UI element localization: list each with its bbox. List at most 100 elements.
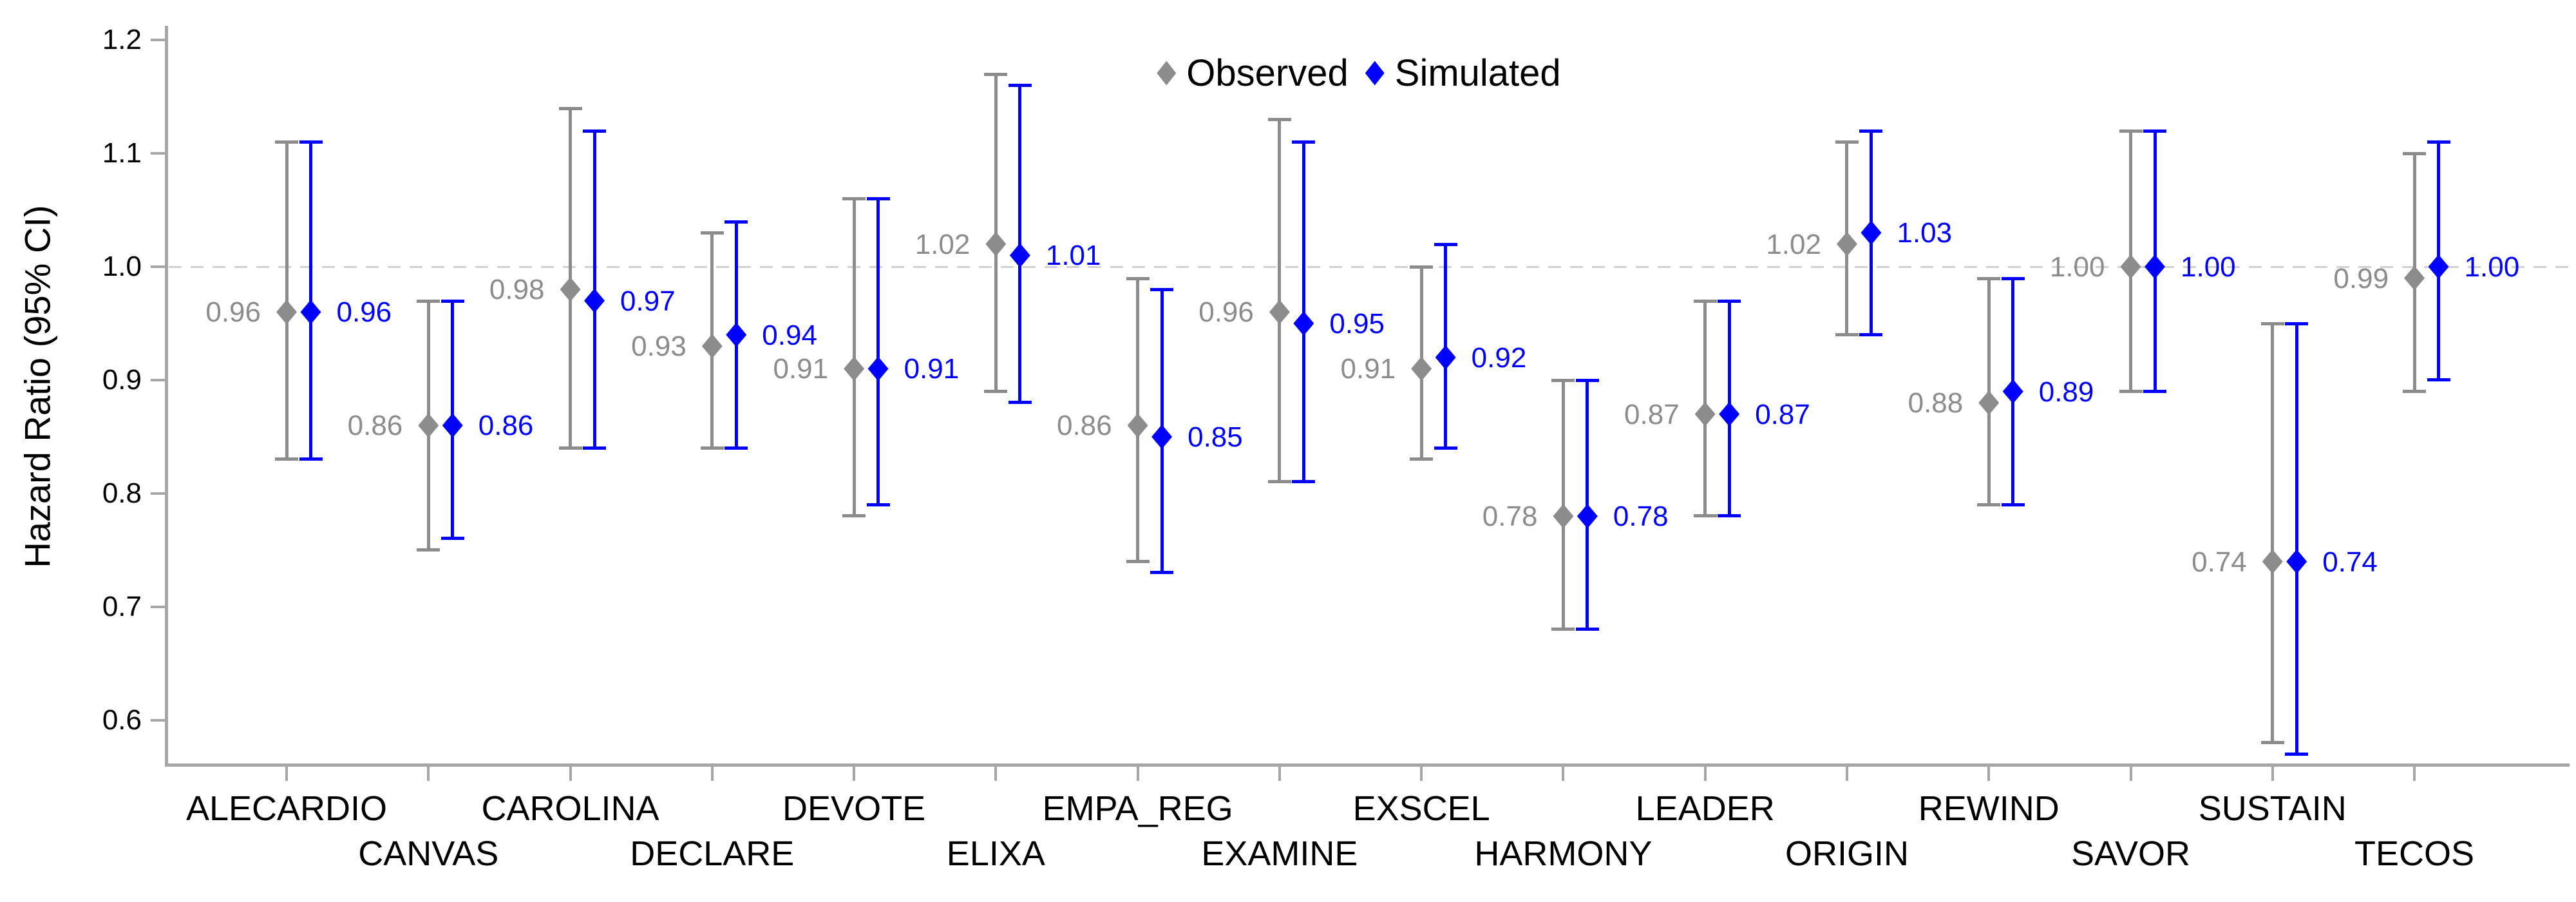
- observed-ci-bottom-cap: [417, 548, 440, 552]
- observed-marker-empa_reg: [1127, 413, 1148, 438]
- simulated-ci-bottom-cap: [1718, 514, 1741, 518]
- legend-item-observed: Observed: [1157, 52, 1349, 95]
- observed-marker-carolina: [560, 277, 581, 302]
- simulated-ci-top-cap: [1292, 140, 1316, 144]
- simulated-ci-top-cap: [440, 299, 464, 303]
- reference-line-hr-1: [169, 266, 2570, 268]
- x-category-label-elixa: ELIXA: [946, 834, 1045, 873]
- x-category-label-savor: SAVOR: [2070, 834, 2191, 873]
- observed-ci-bottom-cap: [1126, 559, 1150, 563]
- x-category-label-harmony: HARMONY: [1474, 834, 1653, 873]
- observed-value-label: 0.99: [2333, 262, 2389, 294]
- simulated-ci-top-cap: [724, 220, 748, 224]
- simulated-ci-top-cap: [583, 129, 607, 133]
- x-category-label-carolina: CAROLINA: [481, 789, 659, 828]
- x-tick: [569, 767, 572, 781]
- x-category-label-sustain: SUSTAIN: [2198, 789, 2347, 828]
- observed-ci-bottom-cap: [842, 514, 866, 518]
- simulated-value-label: 0.97: [620, 285, 676, 317]
- simulated-marker-exscel: [1435, 345, 1456, 370]
- simulated-value-label: 0.74: [2322, 546, 2378, 578]
- y-tick: [151, 39, 165, 41]
- observed-ci-top-cap: [2119, 129, 2143, 133]
- observed-marker-rewind: [1978, 390, 2000, 416]
- observed-ci-top-cap: [1126, 276, 1150, 280]
- observed-value-label: 1.00: [2049, 251, 2105, 283]
- observed-marker-harmony: [1553, 504, 1574, 529]
- x-tick: [853, 767, 856, 781]
- observed-ci-top-cap: [842, 197, 866, 201]
- y-tick-label: 0.7: [102, 591, 142, 622]
- observed-marker-tecos: [2404, 265, 2425, 291]
- y-tick: [151, 492, 165, 495]
- x-category-label-tecos: TECOS: [2354, 834, 2475, 873]
- simulated-marker-leader: [1719, 401, 1740, 427]
- x-tick: [1987, 767, 1991, 781]
- simulated-marker-carolina: [584, 288, 605, 313]
- observed-ci-bottom-cap: [2403, 389, 2427, 393]
- simulated-marker-examine: [1293, 311, 1314, 336]
- simulated-marker-devote: [867, 356, 889, 381]
- simulated-marker-alecardio: [300, 300, 321, 325]
- observed-value-label: 0.86: [347, 410, 403, 442]
- simulated-diamond-icon: [1365, 61, 1385, 86]
- simulated-ci-bottom-cap: [440, 537, 464, 541]
- observed-ci-bottom-cap: [275, 457, 298, 461]
- observed-marker-examine: [1269, 300, 1290, 325]
- observed-marker-leader: [1694, 401, 1716, 427]
- x-axis-line: [165, 763, 2570, 767]
- legend: Observed Simulated: [1157, 52, 1561, 95]
- observed-value-label: 0.96: [1198, 296, 1254, 329]
- simulated-value-label: 0.91: [904, 353, 960, 385]
- x-tick: [2129, 767, 2132, 781]
- simulated-value-label: 0.86: [478, 410, 534, 442]
- simulated-ci-top-cap: [1575, 379, 1599, 382]
- simulated-marker-empa_reg: [1151, 425, 1173, 449]
- observed-value-label: 0.93: [631, 331, 687, 363]
- y-axis-line: [165, 26, 168, 763]
- observed-marker-elixa: [985, 231, 1007, 256]
- simulated-ci-top-cap: [1434, 242, 1457, 246]
- observed-ci-bottom-cap: [1267, 480, 1291, 484]
- observed-value-label: 0.78: [1482, 501, 1538, 533]
- observed-marker-sustain: [2262, 549, 2283, 574]
- simulated-ci-top-cap: [1718, 299, 1741, 303]
- observed-marker-canvas: [418, 413, 439, 438]
- observed-ci-top-cap: [1267, 118, 1291, 122]
- y-tick-label: 0.6: [102, 704, 142, 736]
- x-tick: [1278, 767, 1281, 781]
- y-tick-label: 0.8: [102, 477, 142, 509]
- simulated-ci-top-cap: [2427, 140, 2450, 144]
- simulated-ci-bottom-cap: [1150, 571, 1174, 575]
- simulated-marker-savor: [2145, 254, 2165, 279]
- x-tick: [2413, 767, 2416, 781]
- simulated-marker-origin: [1861, 220, 1882, 245]
- observed-ci-bar-sustain: [2271, 323, 2275, 744]
- simulated-ci-bottom-cap: [1008, 401, 1032, 405]
- simulated-value-label: 1.01: [1045, 240, 1101, 272]
- legend-label: Observed: [1186, 52, 1349, 94]
- y-tick: [151, 606, 165, 608]
- simulated-value-label: 1.03: [1897, 217, 1953, 249]
- observed-value-label: 0.87: [1624, 398, 1680, 430]
- y-tick-label: 1.0: [102, 251, 142, 282]
- simulated-ci-bar-devote: [876, 198, 880, 505]
- observed-marker-exscel: [1411, 356, 1432, 381]
- observed-ci-bottom-cap: [1977, 503, 2001, 506]
- observed-ci-top-cap: [2403, 152, 2427, 155]
- observed-marker-alecardio: [276, 300, 297, 325]
- observed-ci-bottom-cap: [1410, 457, 1434, 461]
- x-tick: [1420, 767, 1423, 781]
- simulated-marker-rewind: [2002, 379, 2023, 404]
- observed-value-label: 0.98: [489, 274, 545, 306]
- simulated-marker-harmony: [1577, 504, 1598, 529]
- observed-marker-devote: [844, 356, 865, 381]
- x-category-label-examine: EXAMINE: [1201, 834, 1358, 873]
- x-category-label-declare: DECLARE: [630, 834, 795, 873]
- observed-ci-top-cap: [1977, 276, 2001, 280]
- simulated-ci-bottom-cap: [1575, 628, 1599, 631]
- observed-ci-top-cap: [1693, 299, 1717, 303]
- simulated-ci-bottom-cap: [866, 503, 890, 506]
- x-category-label-leader: LEADER: [1635, 789, 1775, 828]
- observed-value-label: 1.02: [1766, 228, 1821, 260]
